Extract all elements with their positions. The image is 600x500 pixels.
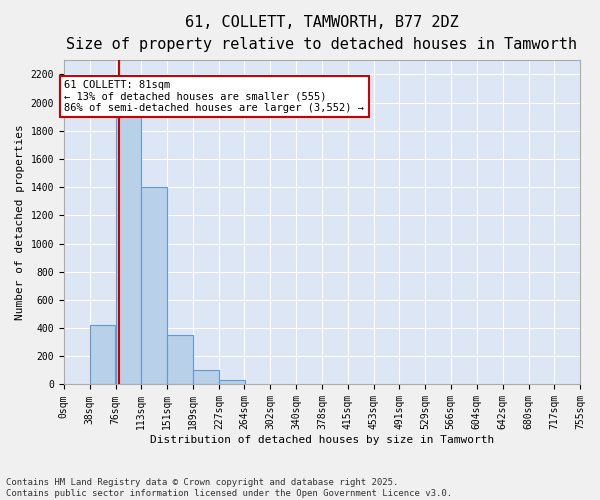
Y-axis label: Number of detached properties: Number of detached properties — [15, 124, 25, 320]
Title: 61, COLLETT, TAMWORTH, B77 2DZ
Size of property relative to detached houses in T: 61, COLLETT, TAMWORTH, B77 2DZ Size of p… — [67, 15, 577, 52]
Text: 61 COLLETT: 81sqm
← 13% of detached houses are smaller (555)
86% of semi-detache: 61 COLLETT: 81sqm ← 13% of detached hous… — [64, 80, 364, 113]
Bar — [90, 326, 115, 384]
Bar — [193, 370, 219, 384]
Bar — [167, 335, 193, 384]
Bar — [116, 96, 142, 385]
X-axis label: Distribution of detached houses by size in Tamworth: Distribution of detached houses by size … — [150, 435, 494, 445]
Bar — [142, 187, 167, 384]
Text: Contains HM Land Registry data © Crown copyright and database right 2025.
Contai: Contains HM Land Registry data © Crown c… — [6, 478, 452, 498]
Bar — [219, 380, 245, 384]
